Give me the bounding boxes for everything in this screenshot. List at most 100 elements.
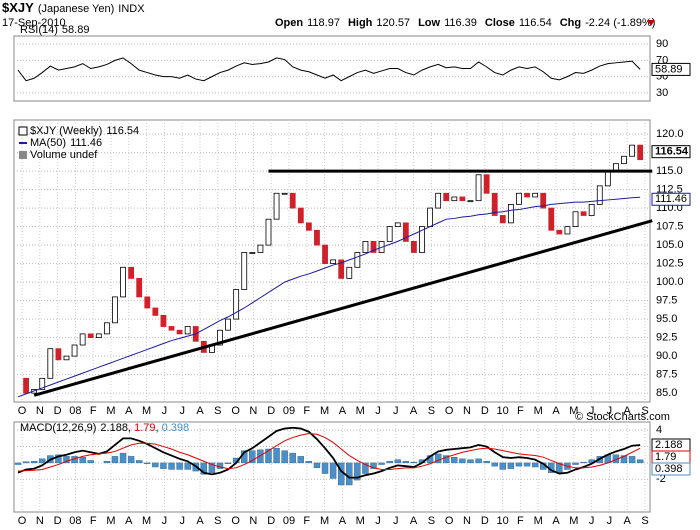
series-line — [17, 57, 641, 82]
histogram-bar — [402, 461, 410, 464]
x-tick-label: S — [214, 515, 221, 527]
candle — [499, 215, 506, 224]
candle — [273, 192, 280, 220]
legend-value: 116.54 — [106, 125, 139, 137]
legend-separator: , — [156, 422, 162, 434]
value-box-bg — [651, 192, 691, 206]
histogram-bar — [636, 459, 644, 464]
x-tick-label: 09 — [283, 405, 295, 417]
legend-icon — [18, 126, 28, 136]
histogram-bar — [127, 456, 135, 464]
x-tick-label: J — [393, 405, 399, 417]
x-tick-label: D — [481, 405, 489, 417]
candle — [346, 266, 353, 279]
histogram-bar — [362, 462, 369, 474]
histogram-bar — [208, 462, 216, 473]
quote-value: 118.97 — [307, 17, 340, 29]
histogram-bar — [346, 462, 353, 486]
x-tick-label: S — [428, 515, 435, 527]
legend-name: MA(50) — [30, 137, 66, 149]
histogram-bar — [22, 461, 30, 464]
x-tick-label: S — [214, 405, 221, 417]
histogram-bar — [63, 456, 70, 464]
candle — [443, 192, 450, 202]
histogram-bar — [144, 462, 151, 464]
histogram-bar — [499, 462, 506, 470]
x-tick-label: F — [303, 515, 310, 527]
candle — [338, 259, 345, 279]
x-tick-label: M — [356, 515, 365, 527]
candle — [475, 174, 482, 202]
x-tick-label: J — [589, 515, 595, 527]
x-tick-label: N — [36, 405, 44, 417]
series-line — [17, 196, 641, 398]
value-box-label: 0.398 — [655, 463, 683, 475]
candle — [176, 329, 183, 335]
x-tick-label: S — [641, 405, 648, 417]
candle — [604, 170, 611, 187]
legend-name: $XJY (Weekly) — [30, 125, 102, 137]
x-tick-label: J — [607, 405, 613, 417]
x-tick-label: N — [463, 405, 471, 417]
legend-name: MACD(12,26,9) — [20, 422, 96, 434]
candle — [637, 144, 644, 161]
x-tick-label: 10 — [496, 515, 508, 527]
histogram-bar — [628, 456, 636, 464]
candle — [467, 200, 474, 203]
candle — [144, 296, 151, 309]
candle — [289, 192, 296, 209]
x-tick-label: J — [589, 405, 595, 417]
candle — [370, 240, 377, 253]
candle — [580, 211, 587, 216]
candle — [524, 192, 530, 198]
x-tick-label: J — [162, 515, 168, 527]
candle — [79, 333, 86, 346]
candle — [556, 229, 563, 235]
candle — [297, 207, 304, 224]
watermark: © StockCharts.com — [575, 411, 670, 423]
candle — [120, 266, 126, 298]
histogram-bar — [620, 455, 628, 464]
x-tick-label: O — [18, 405, 27, 417]
candle — [217, 329, 223, 346]
x-tick-label: J — [179, 405, 185, 417]
value-box: 58.89 — [651, 62, 691, 76]
value-box-label: 116.54 — [655, 146, 689, 158]
value-box-label: 111.46 — [655, 193, 687, 205]
candle — [629, 144, 635, 157]
value-box-bg — [651, 462, 691, 476]
x-tick-label: F — [517, 515, 524, 527]
x-tick-label: A — [196, 515, 204, 527]
histogram-bar — [370, 462, 377, 469]
histogram-bar — [224, 462, 232, 464]
histogram-bar — [119, 452, 127, 464]
histogram-bar — [354, 462, 361, 481]
legend-icon — [19, 151, 27, 159]
quote-label: Chg — [560, 17, 581, 29]
series-line — [17, 426, 641, 479]
value-box-bg — [651, 62, 691, 76]
x-tick-label: M — [106, 405, 115, 417]
value-box: 0.398 — [651, 462, 691, 476]
candle — [55, 348, 62, 361]
x-tick-label: 09 — [283, 515, 295, 527]
value-box: 2.188 — [651, 438, 691, 452]
candle — [314, 229, 320, 246]
panel-frame — [13, 35, 651, 102]
histogram-bar — [111, 456, 119, 464]
candle — [451, 196, 458, 202]
histogram-bar — [160, 462, 167, 469]
candle — [532, 192, 539, 198]
candle — [621, 155, 627, 165]
candle — [87, 333, 94, 339]
y-tick-label: 107.5 — [656, 220, 684, 232]
x-tick-label: M — [142, 515, 151, 527]
candle — [265, 218, 272, 246]
candle — [63, 355, 70, 361]
histogram-bar — [273, 447, 280, 464]
value-box: 1.79 — [651, 450, 691, 464]
exchange: INDX — [118, 3, 145, 15]
histogram-bar — [257, 449, 264, 464]
x-tick-label: M — [534, 515, 543, 527]
